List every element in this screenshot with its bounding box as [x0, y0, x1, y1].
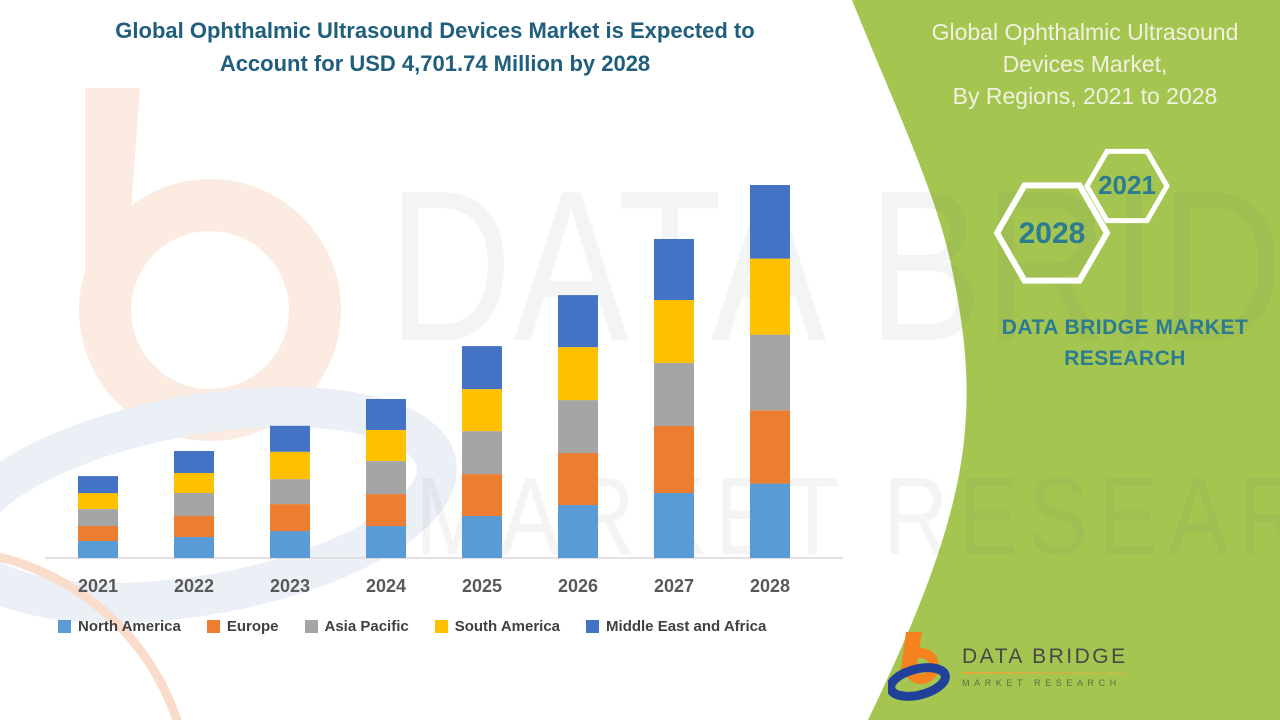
- bar-segment-asia-pacific-2025: [462, 431, 502, 475]
- bar-segment-europe-2021: [78, 526, 118, 541]
- bar-segment-north-america-2023: [270, 531, 310, 558]
- logo-swoosh: [888, 663, 950, 701]
- side-panel-heading-line2: Devices Market,: [1002, 51, 1168, 77]
- bar-segment-europe-2024: [366, 494, 406, 527]
- hexagon-2021-year: 2021: [1098, 170, 1156, 200]
- bar-segment-south-america-2024: [366, 430, 406, 461]
- dbmr-logo-glyph: [888, 632, 950, 701]
- legend-swatch-asia-pacific: [304, 620, 318, 633]
- side-panel-heading: Global Ophthalmic Ultrasound Devices Mar…: [900, 16, 1270, 112]
- x-axis-label-2028: 2028: [750, 576, 790, 596]
- watermark-text-big: DATA BRIDGE: [388, 145, 1280, 386]
- bar-segment-north-america-2024: [366, 526, 406, 558]
- dbmr-logo-tagline: MARKET RESEARCH: [962, 677, 1121, 688]
- bar-segment-south-america-2021: [78, 493, 118, 509]
- hexagon-2021-outline: [1084, 148, 1170, 224]
- x-axis-label-2027: 2027: [654, 576, 694, 596]
- x-axis-label-2024: 2024: [366, 576, 406, 596]
- main-title: Global Ophthalmic Ultrasound Devices Mar…: [40, 14, 830, 80]
- x-axis-label-2025: 2025: [462, 576, 502, 596]
- legend-swatch-south-america: [434, 620, 448, 633]
- bar-segment-asia-pacific-2027: [654, 363, 694, 426]
- legend-item-europe: Europe: [206, 618, 279, 635]
- legend-label-south-america: South America: [454, 618, 561, 635]
- x-axis-label-2022: 2022: [174, 576, 214, 596]
- brand-text-line2: RESEARCH: [1064, 347, 1186, 370]
- dbmr-logo-text: DATA BRIDGE MARKET RESEARCH: [962, 645, 1128, 688]
- bar-segment-middle-east-and-africa-2024: [366, 399, 406, 430]
- bar-segment-middle-east-and-africa-2023: [270, 425, 310, 452]
- bar-segment-europe-2025: [462, 474, 502, 517]
- bar-segment-asia-pacific-2028: [750, 334, 790, 411]
- bar-segment-middle-east-and-africa-2026: [558, 295, 598, 348]
- side-panel-heading-line1: Global Ophthalmic Ultrasound: [931, 19, 1239, 45]
- legend-item-middle-east-and-africa: Middle East and Africa: [586, 618, 766, 635]
- main-title-line2: Account for USD 4,701.74 Million by 2028: [219, 51, 651, 76]
- bar-segment-europe-2027: [654, 426, 694, 493]
- bar-segment-europe-2026: [558, 453, 598, 505]
- hexagon-2028-year: 2028: [1019, 217, 1086, 250]
- bar-segment-south-america-2027: [654, 300, 694, 363]
- legend-label-asia-pacific: Asia Pacific: [324, 618, 409, 635]
- bar-segment-north-america-2025: [462, 516, 502, 558]
- legend-item-south-america: South America: [434, 618, 561, 635]
- legend-swatch-europe: [206, 620, 220, 633]
- bar-segment-asia-pacific-2022: [174, 493, 214, 516]
- brand-text: DATA BRIDGE MARKET RESEARCH: [940, 312, 1280, 374]
- legend-item-asia-pacific: Asia Pacific: [304, 618, 409, 635]
- x-axis-label-2026: 2026: [558, 576, 598, 596]
- legend-swatch-north-america: [58, 620, 71, 633]
- bar-segment-asia-pacific-2023: [270, 479, 310, 505]
- bar-segment-south-america-2025: [462, 389, 502, 432]
- legend-swatch-middle-east-and-africa: [586, 620, 600, 633]
- bar-segment-europe-2028: [750, 410, 790, 484]
- bar-segment-asia-pacific-2021: [78, 509, 118, 527]
- bar-segment-north-america-2021: [78, 541, 118, 558]
- hexagon-2028-outline: [993, 182, 1111, 284]
- legend-label-north-america: North America: [78, 618, 181, 635]
- bar-segment-north-america-2028: [750, 483, 790, 558]
- bar-segment-south-america-2022: [174, 473, 214, 493]
- main-title-line1: Global Ophthalmic Ultrasound Devices Mar…: [115, 18, 755, 43]
- bar-segment-europe-2022: [174, 516, 214, 537]
- dbmr-logo: DATA BRIDGE MARKET RESEARCH: [888, 630, 1128, 702]
- watermark-logo: [0, 88, 457, 720]
- bar-segment-south-america-2028: [750, 258, 790, 335]
- bar-segment-europe-2023: [270, 504, 310, 532]
- bar-segment-middle-east-and-africa-2022: [174, 451, 214, 473]
- bar-segment-middle-east-and-africa-2027: [654, 239, 694, 300]
- bar-segment-middle-east-and-africa-2028: [750, 185, 790, 259]
- legend-item-north-america: North America: [58, 618, 181, 635]
- bar-segment-south-america-2026: [558, 347, 598, 401]
- side-panel-heading-line3: By Regions, 2021 to 2028: [952, 83, 1218, 109]
- dbmr-logo-underline: [962, 671, 1128, 674]
- bar-segment-middle-east-and-africa-2021: [78, 476, 118, 494]
- bar-segment-north-america-2022: [174, 537, 214, 558]
- side-panel-background: [852, 0, 1280, 720]
- bar-segment-middle-east-and-africa-2025: [462, 346, 502, 390]
- bar-segment-south-america-2023: [270, 451, 310, 480]
- bar-segment-asia-pacific-2024: [366, 461, 406, 495]
- watermark-logo-swoosh: [0, 387, 457, 623]
- x-axis-label-2021: 2021: [78, 576, 118, 596]
- brand-text-line1: DATA BRIDGE MARKET: [1001, 316, 1249, 339]
- legend-label-europe: Europe: [226, 618, 279, 635]
- x-axis-label-2023: 2023: [270, 576, 310, 596]
- bar-segment-asia-pacific-2026: [558, 400, 598, 454]
- dbmr-logo-name: DATA BRIDGE: [962, 644, 1128, 668]
- legend-label-middle-east-and-africa: Middle East and Africa: [606, 618, 767, 635]
- bar-segment-north-america-2027: [654, 493, 694, 558]
- bar-segment-north-america-2026: [558, 505, 598, 558]
- chart-legend: North America Europe Asia Pacific South Ame…: [58, 618, 766, 635]
